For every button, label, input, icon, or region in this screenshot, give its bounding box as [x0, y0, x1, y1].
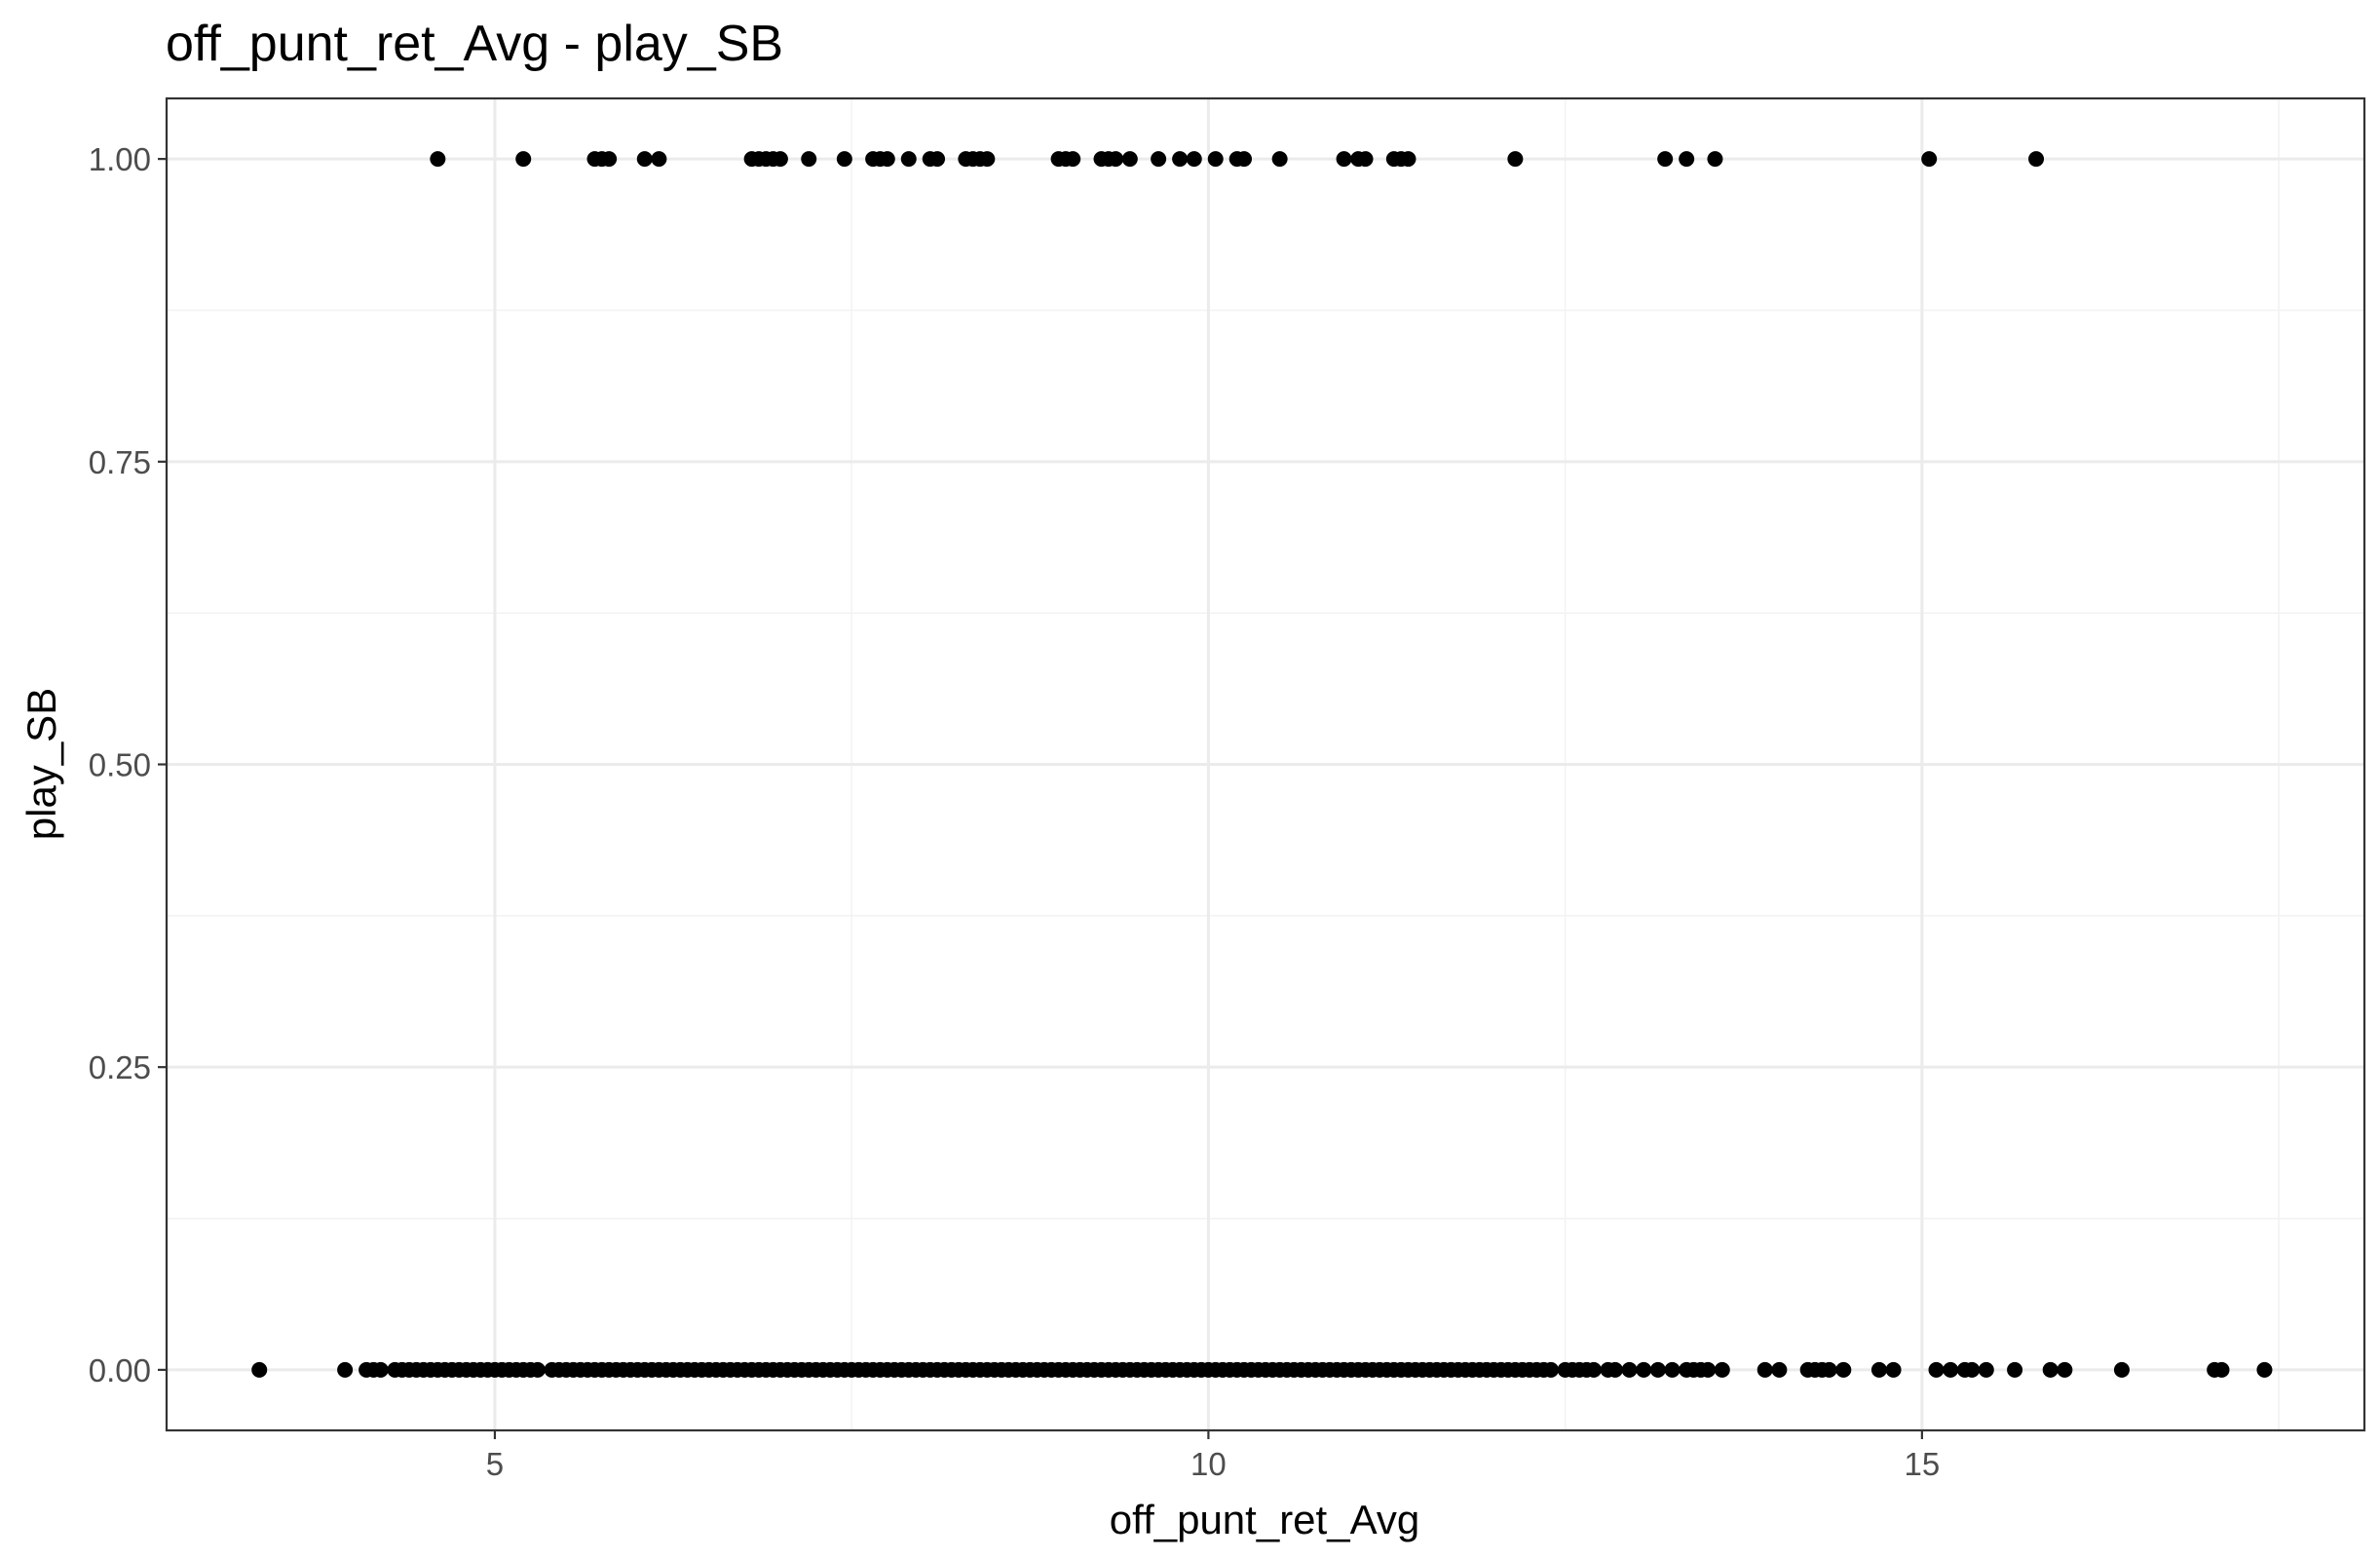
data-point: [372, 1361, 389, 1378]
data-point: [979, 151, 996, 168]
data-point: [1943, 1361, 1959, 1378]
data-point: [1186, 151, 1202, 168]
data-point: [2007, 1361, 2023, 1378]
data-point: [1771, 1361, 1788, 1378]
data-point: [1207, 151, 1224, 168]
data-point: [251, 1361, 268, 1378]
y-tick-label: 0.75: [89, 444, 151, 480]
data-point: [1151, 151, 1167, 168]
x-axis: 5 10 15: [486, 1430, 1940, 1482]
data-point: [900, 151, 917, 168]
data-point: [2113, 1361, 2130, 1378]
data-point: [1357, 151, 1374, 168]
data-point: [772, 151, 788, 168]
data-point: [1664, 1361, 1681, 1378]
data-point: [1921, 151, 1938, 168]
data-point: [1336, 151, 1352, 168]
data-point: [430, 151, 446, 168]
x-tick-label: 15: [1905, 1446, 1941, 1482]
data-point: [1835, 1361, 1852, 1378]
data-point: [1885, 1361, 1902, 1378]
data-point: [1236, 151, 1253, 168]
data-point: [1172, 151, 1189, 168]
data-point: [1714, 1361, 1730, 1378]
data-point: [1649, 1361, 1666, 1378]
data-point: [651, 151, 667, 168]
data-point: [2057, 1361, 2073, 1378]
data-point: [1121, 151, 1138, 168]
y-axis-title: play_SB: [19, 688, 64, 840]
data-point: [1621, 1361, 1638, 1378]
y-tick-label: 0.00: [89, 1352, 151, 1388]
y-tick-label: 0.50: [89, 747, 151, 783]
data-point: [1657, 151, 1674, 168]
data-point: [1978, 1361, 1994, 1378]
data-point: [1108, 151, 1124, 168]
data-point: [1606, 1361, 1623, 1378]
y-tick-label: 1.00: [89, 141, 151, 177]
data-point: [1400, 151, 1417, 168]
data-point: [636, 151, 653, 168]
data-point: [1271, 151, 1288, 168]
y-tick-label: 0.25: [89, 1049, 151, 1085]
y-axis: 0.00 0.25 0.50 0.75 1.00: [89, 141, 167, 1388]
data-point: [1636, 1361, 1652, 1378]
data-point: [836, 151, 852, 168]
data-point: [1679, 151, 1695, 168]
x-tick-label: 5: [486, 1446, 504, 1482]
data-point: [2213, 1361, 2230, 1378]
data-point: [1757, 1361, 1773, 1378]
data-point: [1707, 151, 1723, 168]
data-point: [1870, 1361, 1887, 1378]
data-point: [2042, 1361, 2059, 1378]
data-point: [1507, 151, 1524, 168]
data-point: [1585, 1361, 1602, 1378]
data-point: [1964, 1361, 1981, 1378]
chart-title: off_punt_ret_Avg - play_SB: [166, 16, 783, 72]
data-point: [1821, 1361, 1837, 1378]
grid: [167, 98, 2364, 1430]
x-tick-label: 10: [1190, 1446, 1227, 1482]
data-point: [801, 151, 817, 168]
data-point: [337, 1361, 354, 1378]
data-point: [1928, 1361, 1945, 1378]
data-point: [879, 151, 895, 168]
data-point: [529, 1361, 546, 1378]
data-point: [2028, 151, 2045, 168]
data-point: [2256, 1361, 2273, 1378]
x-axis-title: off_punt_ret_Avg: [1110, 1497, 1419, 1542]
data-point: [515, 151, 532, 168]
data-point: [1700, 1361, 1717, 1378]
data-point: [1542, 1361, 1559, 1378]
data-point: [601, 151, 618, 168]
data-point: [1065, 151, 1081, 168]
data-point: [929, 151, 946, 168]
points: [251, 151, 2273, 1378]
